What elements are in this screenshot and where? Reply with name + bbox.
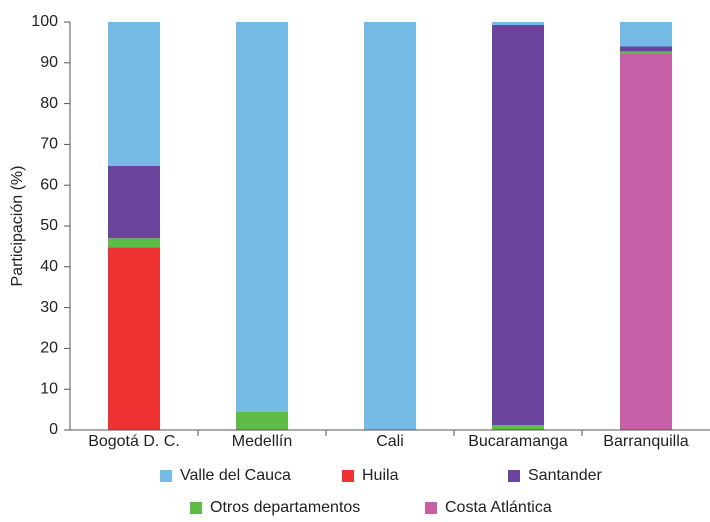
x-tick-label: Barranquilla bbox=[603, 433, 688, 450]
y-tick-label: 20 bbox=[40, 340, 58, 357]
bar-segment bbox=[108, 238, 160, 248]
bar-segment bbox=[492, 24, 544, 426]
bar-segment bbox=[620, 22, 672, 47]
bar-segment bbox=[492, 22, 544, 25]
legend-swatch bbox=[160, 470, 172, 482]
bar-segment bbox=[492, 425, 544, 430]
x-tick-label: Cali bbox=[376, 433, 404, 450]
y-tick-label: 90 bbox=[40, 54, 58, 71]
bar-segment bbox=[236, 411, 288, 430]
legend-label: Santander bbox=[528, 467, 603, 484]
bar-segment bbox=[108, 247, 160, 430]
y-tick-label: 60 bbox=[40, 176, 58, 193]
y-tick-label: 10 bbox=[40, 380, 58, 397]
legend-swatch bbox=[190, 502, 202, 514]
y-tick-label: 70 bbox=[40, 136, 58, 153]
y-tick-label: 0 bbox=[49, 421, 58, 438]
y-tick-label: 30 bbox=[40, 299, 58, 316]
y-tick-label: 80 bbox=[40, 95, 58, 112]
x-tick-label: Medellín bbox=[232, 433, 292, 450]
y-tick-label: 100 bbox=[31, 13, 58, 30]
x-tick-label: Bogotá D. C. bbox=[88, 433, 180, 450]
legend-label: Otros departamentos bbox=[210, 499, 360, 516]
legend-swatch bbox=[508, 470, 520, 482]
bar-segment bbox=[620, 51, 672, 54]
bar-segment bbox=[108, 166, 160, 239]
legend-swatch bbox=[342, 470, 354, 482]
y-axis-label: Participación (%) bbox=[9, 166, 26, 287]
bar-segment bbox=[620, 46, 672, 52]
bar-segment bbox=[236, 22, 288, 412]
legend-label: Costa Atlántica bbox=[445, 499, 552, 516]
bar-segment bbox=[620, 53, 672, 430]
y-tick-label: 50 bbox=[40, 217, 58, 234]
bar-segment bbox=[364, 22, 416, 430]
bar-segment bbox=[108, 22, 160, 167]
legend-swatch bbox=[425, 502, 437, 514]
legend-label: Huila bbox=[362, 467, 399, 484]
legend-label: Valle del Cauca bbox=[180, 467, 291, 484]
x-tick-label: Bucaramanga bbox=[468, 433, 568, 450]
y-tick-label: 40 bbox=[40, 258, 58, 275]
